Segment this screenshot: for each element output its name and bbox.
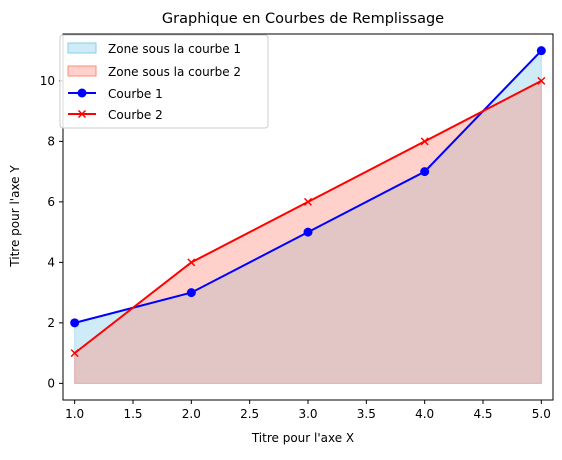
x-axis-ticks: 1.0 1.5 2.0 2.5 3.0 3.5 4.0 4.5 5.0 (65, 400, 551, 421)
legend-label-fill-2: Zone sous la courbe 2 (108, 65, 241, 79)
data-point-s2-3 (303, 197, 313, 206)
data-point-s2-2 (187, 258, 196, 267)
x-tick-label: 4.0 (415, 407, 434, 421)
legend-label-line-2: Courbe 2 (108, 108, 163, 122)
legend-swatch-fill-2 (67, 65, 97, 77)
data-point-s1-1 (70, 318, 80, 328)
legend-label-fill-1: Zone sous la courbe 1 (108, 42, 241, 56)
chart-title: Graphique en Courbes de Remplissage (162, 11, 444, 27)
x-tick-label: 4.5 (473, 407, 492, 421)
data-point-s2-1 (70, 349, 79, 358)
legend-label-line-1: Courbe 1 (108, 87, 163, 101)
y-tick-label: 6 (47, 195, 55, 209)
legend-box (59, 34, 269, 129)
x-tick-label: 3.5 (357, 407, 376, 421)
x-tick-label: 3.0 (298, 407, 317, 421)
x-tick-label: 5.0 (532, 407, 551, 421)
data-point-s2-4 (420, 137, 429, 146)
legend: Zone sous la courbe 1 Zone sous la courb… (59, 34, 269, 129)
series-markers (70, 46, 546, 358)
data-point-s1-2 (186, 288, 196, 298)
y-tick-label: 2 (47, 316, 55, 330)
data-point-s1-4 (420, 167, 430, 177)
legend-marker-2 (77, 109, 87, 119)
x-axis-label: Titre pour l'axe X (251, 431, 354, 445)
y-tick-label: 4 (47, 255, 55, 269)
legend-swatch-fill-1 (67, 42, 97, 54)
x-tick-label: 1.5 (123, 407, 142, 421)
data-point-s1-3 (303, 227, 313, 237)
y-axis-ticks: 0 2 4 6 8 10 (40, 74, 63, 390)
y-axis-label: Titre pour l'axe Y (8, 165, 22, 268)
y-tick-label: 8 (47, 134, 55, 148)
y-tick-label: 0 (47, 376, 55, 390)
data-point-s2-5 (537, 76, 546, 85)
x-tick-label: 1.0 (65, 407, 84, 421)
data-point-s1-5 (536, 46, 546, 56)
legend-marker-1 (77, 88, 87, 98)
y-tick-label: 10 (40, 74, 55, 88)
x-tick-label: 2.5 (240, 407, 259, 421)
x-tick-label: 2.0 (182, 407, 201, 421)
